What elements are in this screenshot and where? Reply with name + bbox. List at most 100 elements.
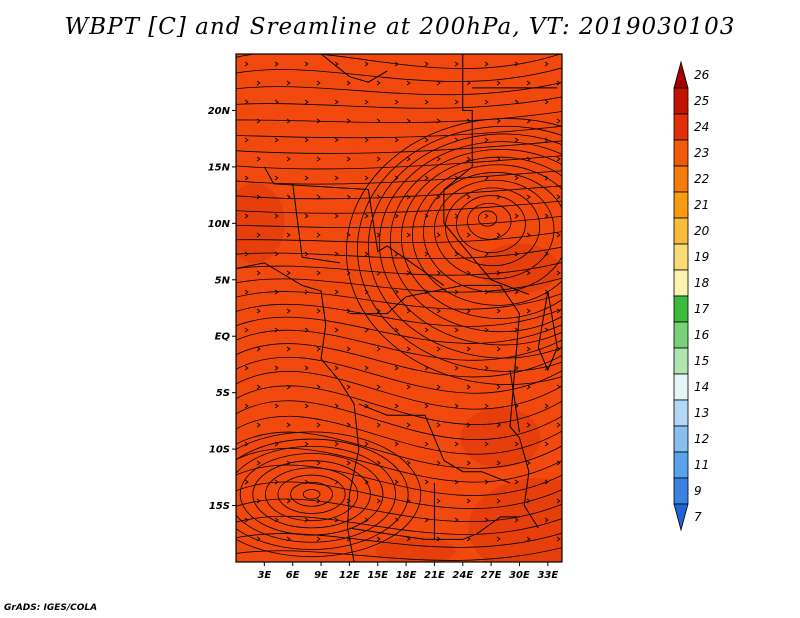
flow-arrow xyxy=(304,403,309,409)
flow-arrow xyxy=(256,194,261,200)
flow-arrow xyxy=(256,422,261,428)
flow-arrow xyxy=(346,118,351,124)
flow-arrow xyxy=(256,384,261,390)
flow-arrow xyxy=(274,365,279,371)
flow-arrow xyxy=(526,498,531,504)
flow-arrow xyxy=(496,308,501,314)
flow-arrow xyxy=(364,517,369,523)
flow-arrow xyxy=(556,346,561,352)
flow-arrow xyxy=(514,175,519,181)
flow-arrow xyxy=(484,403,489,409)
flow-arrow xyxy=(526,422,531,428)
lat-tick-label: 5S xyxy=(216,388,230,399)
flow-arrow xyxy=(346,156,351,162)
streamline xyxy=(236,231,562,244)
flow-arrow xyxy=(424,61,429,67)
flow-arrow xyxy=(454,327,459,333)
lat-tick-label: 10N xyxy=(208,219,231,230)
flow-arrow xyxy=(436,308,441,314)
grads-credit: GrADS: IGES/COLA xyxy=(4,603,98,613)
flow-arrow xyxy=(256,232,261,238)
flow-arrow xyxy=(496,498,501,504)
flow-arrow xyxy=(424,517,429,523)
flow-arrow xyxy=(376,422,381,428)
flow-arrow xyxy=(406,232,411,238)
flow-arrow xyxy=(376,346,381,352)
flow-arrow xyxy=(286,118,291,124)
flow-arrow xyxy=(274,61,279,67)
flow-arrow xyxy=(394,289,399,295)
flow-arrow xyxy=(376,80,381,86)
flow-arrow xyxy=(346,270,351,276)
flow-arrow xyxy=(304,61,309,67)
flow-arrow xyxy=(274,327,279,333)
flow-arrow xyxy=(346,194,351,200)
flow-arrow xyxy=(304,517,309,523)
flow-arrow xyxy=(514,213,519,219)
lat-tick-label: 10S xyxy=(209,445,230,456)
flow-arrow xyxy=(466,422,471,428)
streamline xyxy=(236,431,562,469)
flow-arrow xyxy=(256,270,261,276)
streamline xyxy=(236,291,562,310)
flow-arrow xyxy=(424,175,429,181)
flow-arrow xyxy=(394,517,399,523)
flow-arrow xyxy=(484,441,489,447)
flow-arrow xyxy=(406,80,411,86)
flow-arrow xyxy=(274,213,279,219)
streamline xyxy=(412,164,562,306)
flow-arrow xyxy=(274,251,279,257)
flow-arrow xyxy=(484,365,489,371)
flow-arrow xyxy=(244,175,249,181)
streamline xyxy=(456,195,526,253)
flow-arrow xyxy=(514,441,519,447)
flow-arrow xyxy=(316,232,321,238)
flow-arrow xyxy=(406,384,411,390)
flow-arrow xyxy=(466,270,471,276)
flow-arrow xyxy=(466,156,471,162)
lat-tick-label: EQ xyxy=(215,332,231,343)
colorbar-segment xyxy=(673,347,689,375)
flow-arrow xyxy=(556,194,561,200)
flow-arrow xyxy=(394,175,399,181)
flow-arrow xyxy=(406,270,411,276)
flow-arrow xyxy=(406,498,411,504)
flow-arrow xyxy=(244,137,249,143)
colorbar: 26 25 24 23 22 21 20 19 18 17 16 15 14 13 12 11 9 7 xyxy=(673,60,710,532)
streamline xyxy=(236,431,422,558)
flow-arrow xyxy=(376,384,381,390)
flow-arrow xyxy=(496,422,501,428)
flow-arrow xyxy=(274,479,279,485)
flow-arrow xyxy=(466,346,471,352)
streamline xyxy=(236,54,562,69)
flow-arrow xyxy=(334,213,339,219)
flow-arrow xyxy=(286,346,291,352)
colorbar-segment xyxy=(673,477,689,505)
streamline xyxy=(264,467,359,522)
streamline xyxy=(236,438,409,550)
colorbar-label: 17 xyxy=(694,302,710,316)
streamline xyxy=(236,547,562,561)
flow-arrow xyxy=(244,289,249,295)
flow-arrow xyxy=(334,137,339,143)
flow-arrow xyxy=(274,289,279,295)
flow-arrow xyxy=(364,365,369,371)
streamline xyxy=(302,489,321,500)
flow-arrow xyxy=(394,403,399,409)
border-line xyxy=(509,313,539,529)
streamline xyxy=(236,415,562,455)
flow-arrow xyxy=(514,61,519,67)
flow-arrow xyxy=(514,251,519,257)
chart-title: WBPT [C] and Sreamline at 200hPa, VT: 20… xyxy=(64,14,736,40)
streamline xyxy=(236,445,396,543)
flow-arrow xyxy=(484,99,489,105)
flow-arrow xyxy=(466,384,471,390)
flow-arrow xyxy=(454,61,459,67)
flow-arrow xyxy=(406,308,411,314)
flow-arrow xyxy=(406,156,411,162)
flow-arrow xyxy=(496,156,501,162)
colorbar-segment xyxy=(673,243,689,271)
flow-arrow xyxy=(376,498,381,504)
flow-arrow xyxy=(514,99,519,105)
